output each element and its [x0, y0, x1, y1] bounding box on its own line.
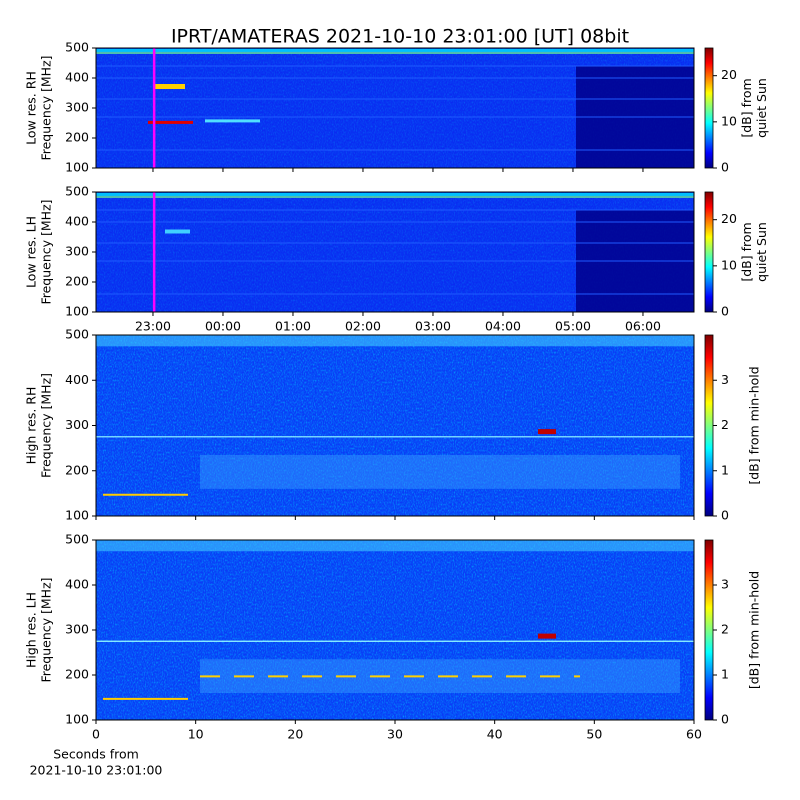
burst [538, 429, 556, 435]
x-tick-label: 30 [387, 727, 403, 742]
y-label-line: Frequency [MHz] [39, 373, 54, 478]
colorbar [704, 47, 714, 169]
burst [148, 120, 193, 124]
colorbar-tick-label: 0 [721, 160, 729, 175]
y-axis-label: High res. LH Frequency [MHz] [24, 577, 54, 682]
y-tick-label: 100 [65, 304, 89, 319]
colorbar-tick-label: 0 [721, 712, 729, 727]
y-tick-label: 200 [65, 462, 89, 477]
y-label-line: Frequency [MHz] [39, 577, 54, 682]
x-tick-label: 04:00 [485, 319, 521, 334]
y-label-line: High res. RH [24, 387, 39, 465]
y-tick-label: 200 [65, 274, 89, 289]
colorbar-tick-label: 3 [721, 372, 729, 387]
x-tick-label: 01:00 [275, 319, 311, 334]
y-tick-label: 400 [65, 577, 89, 592]
x-tick-label: 03:00 [415, 319, 451, 334]
y-tick-label: 100 [65, 508, 89, 523]
colorbar-label: [dB] from quiet Sun [739, 222, 769, 282]
colorbar-label: [dB] from min-hold [747, 366, 762, 484]
colorbar [704, 191, 714, 313]
colorbar-label-line: [dB] from min-hold [747, 571, 762, 689]
colorbar-tick-label: 2 [721, 417, 729, 432]
y-label-line: Low res. RH [24, 71, 39, 145]
y-label-line: Frequency [MHz] [39, 55, 54, 160]
y-tick-label: 400 [65, 214, 89, 229]
colorbar-tick-label: 20 [721, 211, 737, 226]
burst [165, 229, 190, 234]
spectrogram [96, 540, 694, 720]
band [96, 48, 694, 52]
colorbar-label-line: quiet Sun [754, 222, 769, 282]
colorbar-tick-label: 10 [721, 257, 737, 272]
spectrogram [96, 48, 694, 168]
burst [155, 84, 185, 89]
colorbar-tick-label: 10 [721, 113, 737, 128]
x-axis-label: Seconds from [53, 747, 139, 762]
band [96, 540, 694, 552]
y-tick-label: 300 [65, 417, 89, 432]
y-tick-label: 100 [65, 712, 89, 727]
y-tick-label: 300 [65, 100, 89, 115]
y-axis-label: Low res. RH Frequency [MHz] [24, 55, 54, 160]
band [96, 195, 694, 198]
y-label-line: Low res. LH [24, 216, 39, 288]
spectrogram [96, 192, 694, 312]
colorbar-label-line: [dB] from min-hold [747, 366, 762, 484]
colorbar-label-line: quiet Sun [754, 78, 769, 138]
y-tick-label: 400 [65, 70, 89, 85]
colorbar [704, 539, 714, 721]
x-tick-label: 20 [287, 727, 303, 742]
x-tick-label: 00:00 [205, 319, 241, 334]
x-tick-label: 0 [92, 727, 100, 742]
x-tick-label: 05:00 [555, 319, 591, 334]
colorbar-label: [dB] from quiet Sun [739, 78, 769, 138]
chart-title: IPRT/AMATERAS 2021-10-10 23:01:00 [UT] 0… [171, 26, 629, 48]
x-tick-label: 02:00 [345, 319, 381, 334]
y-tick-label: 200 [65, 667, 89, 682]
x-tick-label: 10 [188, 727, 204, 742]
y-axis-label: Low res. LH Frequency [MHz] [24, 199, 54, 304]
colorbar-label-line: [dB] from [739, 222, 754, 281]
y-tick-label: 500 [65, 40, 89, 55]
spectrogram-noise [96, 335, 694, 516]
y-tick-label: 500 [65, 184, 89, 199]
colorbar-tick-label: 0 [721, 508, 729, 523]
y-label-line: High res. LH [24, 592, 39, 668]
colorbar [704, 334, 714, 517]
colorbar-label-line: [dB] from [739, 78, 754, 137]
y-tick-label: 500 [65, 327, 89, 342]
x-tick-label: 40 [487, 727, 503, 742]
band [96, 51, 694, 54]
x-tick-label: 60 [686, 727, 702, 742]
spectrogram-noise [96, 540, 694, 720]
colorbar-tick-label: 1 [721, 462, 729, 477]
x-tick-label: 06:00 [625, 319, 661, 334]
colorbar-tick-label: 0 [721, 304, 729, 319]
y-tick-label: 300 [65, 622, 89, 637]
emission [200, 454, 680, 489]
y-tick-label: 100 [65, 160, 89, 175]
y-tick-label: 500 [65, 532, 89, 547]
x-tick-label: 23:00 [135, 319, 171, 334]
y-label-line: Frequency [MHz] [39, 199, 54, 304]
x-axis-label: 2021-10-10 23:01:00 [30, 763, 163, 778]
y-axis-label: High res. RH Frequency [MHz] [24, 373, 54, 478]
colorbar-tick-label: 20 [721, 67, 737, 82]
burst [538, 633, 556, 639]
band [96, 335, 694, 347]
colorbar-tick-label: 2 [721, 622, 729, 637]
colorbar-tick-label: 3 [721, 577, 729, 592]
band [96, 192, 694, 196]
colorbar-tick-label: 1 [721, 667, 729, 682]
x-tick-label: 50 [586, 727, 602, 742]
colorbar-label: [dB] from min-hold [747, 571, 762, 689]
burst [205, 119, 260, 123]
y-tick-label: 400 [65, 372, 89, 387]
y-tick-label: 200 [65, 130, 89, 145]
y-tick-label: 300 [65, 244, 89, 259]
spectrogram [96, 335, 694, 516]
